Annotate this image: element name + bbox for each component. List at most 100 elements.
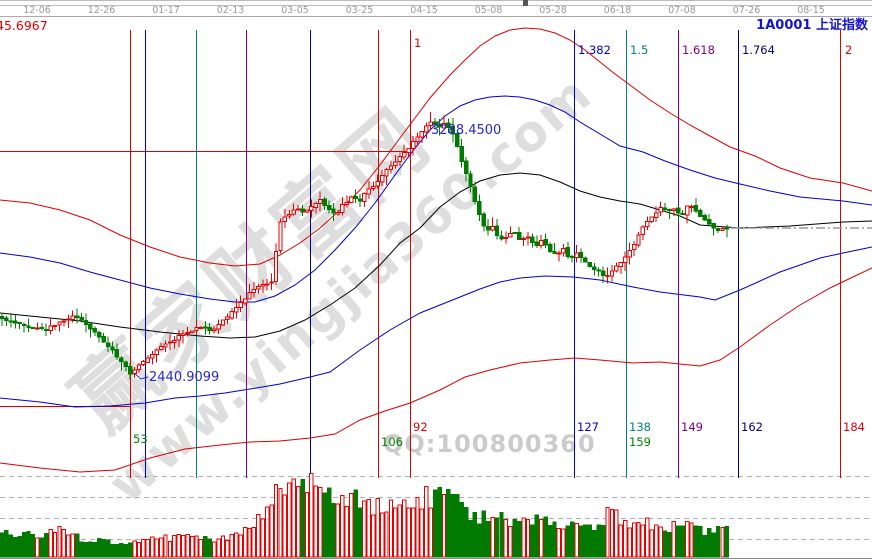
volume-bar bbox=[185, 534, 190, 558]
volume-bar bbox=[649, 529, 654, 558]
candle-body bbox=[481, 213, 486, 227]
candle-body bbox=[44, 328, 49, 331]
volume-bar bbox=[512, 519, 517, 558]
candle-body bbox=[446, 122, 451, 128]
date-tick-label: 07-08 bbox=[668, 5, 696, 16]
date-tick-label: 08-15 bbox=[797, 5, 825, 16]
volume-bar bbox=[83, 541, 89, 558]
candle-body bbox=[353, 195, 358, 199]
volume-bar bbox=[437, 487, 442, 558]
candle-body bbox=[477, 200, 482, 216]
volume-bar bbox=[547, 524, 553, 558]
volume-bar bbox=[627, 527, 632, 558]
bar-count-label: 184 bbox=[843, 420, 865, 434]
scrollbar-thumb[interactable] bbox=[523, 0, 528, 6]
candle-body bbox=[269, 281, 274, 284]
candle-body bbox=[158, 346, 164, 350]
volume-bar bbox=[720, 527, 725, 558]
volume-bar bbox=[163, 534, 168, 558]
volume-bar bbox=[667, 531, 672, 558]
volume-bar bbox=[92, 542, 98, 558]
price-bands bbox=[0, 27, 872, 473]
candle-body bbox=[494, 225, 500, 237]
candle-body bbox=[393, 161, 398, 166]
symbol-title[interactable]: 1A0001 上证指数 bbox=[756, 17, 869, 33]
volume-bar bbox=[609, 509, 615, 558]
volume-bar bbox=[335, 503, 341, 558]
candle-body bbox=[424, 125, 429, 133]
candle-body bbox=[711, 223, 716, 229]
candle-body bbox=[720, 227, 725, 232]
volume-bar bbox=[618, 524, 623, 558]
volume-bar bbox=[26, 530, 31, 558]
volume-bar bbox=[671, 521, 677, 558]
candle-body bbox=[17, 321, 22, 325]
volume-bar bbox=[561, 528, 566, 558]
volume-bar bbox=[587, 524, 593, 558]
volume-bar bbox=[463, 506, 469, 558]
candle-body bbox=[326, 204, 332, 210]
candle-body bbox=[556, 252, 562, 255]
volume-bar bbox=[468, 520, 473, 558]
volume-bar bbox=[0, 532, 5, 558]
volume-bar bbox=[189, 535, 195, 558]
date-tick-label: 12-06 bbox=[23, 5, 51, 16]
volume-bar bbox=[397, 504, 403, 558]
candle-body bbox=[229, 310, 235, 319]
volume-bar bbox=[490, 517, 495, 558]
candle-body bbox=[185, 332, 190, 335]
candle-body bbox=[640, 226, 646, 236]
candle-body bbox=[627, 249, 632, 258]
candle-body bbox=[322, 198, 327, 207]
candle-body bbox=[715, 227, 721, 232]
candle-body bbox=[437, 123, 442, 128]
candle-body bbox=[415, 136, 420, 143]
candle-body bbox=[198, 326, 204, 329]
volume-bar bbox=[181, 535, 186, 558]
candle-body bbox=[530, 236, 535, 243]
candle-body bbox=[698, 209, 703, 217]
volume-bar bbox=[105, 539, 111, 558]
bar-count-label: 127 bbox=[577, 420, 599, 434]
candle-body bbox=[508, 232, 513, 238]
high-price-label: 3288.4500 bbox=[431, 123, 501, 138]
volume-bar bbox=[57, 526, 62, 558]
volume-bar bbox=[273, 483, 279, 558]
candle-body bbox=[547, 243, 553, 253]
candle-body bbox=[534, 241, 540, 247]
low-price-pointer bbox=[133, 372, 149, 380]
volume-bar bbox=[707, 528, 712, 558]
volume-bar bbox=[640, 524, 646, 558]
candle-body bbox=[110, 346, 115, 351]
fib-top-label: 1.764 bbox=[742, 43, 775, 57]
candle-body bbox=[39, 327, 44, 330]
date-tick-label: 04-15 bbox=[410, 5, 438, 16]
candle-body bbox=[300, 208, 305, 213]
candle-body bbox=[247, 291, 252, 300]
candle-body bbox=[35, 327, 40, 330]
candle-body bbox=[371, 185, 376, 189]
candle-body bbox=[671, 208, 677, 211]
volume-bar bbox=[530, 524, 535, 558]
candle-body bbox=[194, 327, 199, 331]
volume-bar bbox=[282, 494, 288, 558]
volume-bar bbox=[340, 495, 345, 558]
volume-bar bbox=[623, 520, 628, 558]
volume-bar bbox=[653, 524, 659, 558]
volume-bar bbox=[194, 535, 199, 558]
volume-layer bbox=[0, 472, 730, 558]
candle-body bbox=[543, 239, 548, 246]
candle-body bbox=[4, 317, 9, 322]
top-scrollbar[interactable] bbox=[0, 0, 872, 6]
candle-body bbox=[238, 301, 243, 308]
volume-bar bbox=[384, 511, 389, 558]
date-tick-label: 05-28 bbox=[539, 5, 567, 16]
bar-count-label: 106 bbox=[381, 435, 403, 449]
volume-bar bbox=[313, 485, 319, 558]
candle-body bbox=[468, 173, 473, 187]
volume-bar bbox=[344, 505, 349, 558]
candle-body bbox=[287, 213, 292, 217]
volume-bar bbox=[207, 538, 212, 558]
candle-body bbox=[402, 151, 407, 158]
